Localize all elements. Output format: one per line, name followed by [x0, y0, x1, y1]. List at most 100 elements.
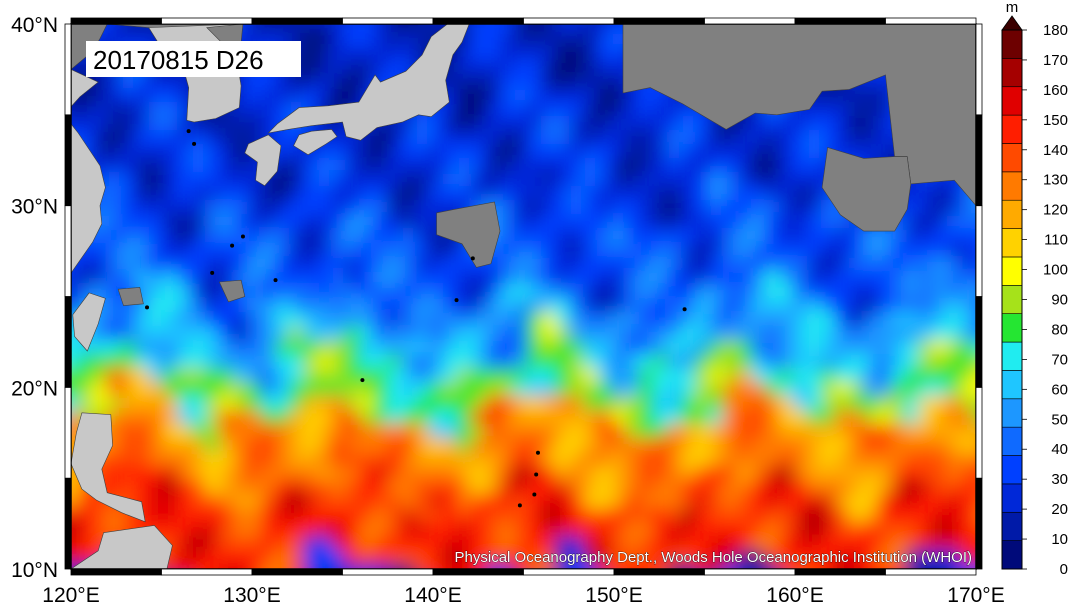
land-japan-honshu: [267, 24, 470, 141]
land-north-pacific-lobe: [821, 147, 912, 232]
x-tick-label: 140°E: [404, 584, 461, 606]
land-ogasawara-feature: [436, 201, 501, 268]
colorbar-swatch: [1001, 426, 1023, 456]
frame-tick-left: [64, 23, 72, 116]
island-dot: [145, 305, 150, 310]
colorbar-label: 180: [1043, 22, 1068, 39]
frame-tick-bottom: [251, 568, 343, 576]
colorbar-swatch: [1001, 256, 1023, 286]
y-tick-label: 20°N: [11, 377, 58, 400]
colorbar-label: 90: [1051, 292, 1068, 309]
frame-tick-bottom: [885, 568, 977, 576]
colorbar-label: 50: [1051, 411, 1068, 428]
colorbar-unit: m: [1006, 0, 1019, 16]
island-dot: [532, 492, 537, 497]
land-east-china-sea-patch: [117, 287, 144, 306]
island-dot: [470, 256, 475, 261]
frame-tick-top: [704, 17, 796, 25]
colorbar-label: 30: [1051, 471, 1068, 488]
colorbar-label: 170: [1043, 52, 1068, 69]
colorbar-label: 0: [1060, 561, 1068, 578]
frame-tick-right: [975, 296, 983, 388]
colorbar-swatch: [1001, 114, 1023, 144]
colorbar-swatch: [1001, 171, 1023, 201]
colorbar-label: 100: [1043, 262, 1068, 279]
credit-text: Physical Oceanography Dept., Woods Hole …: [455, 549, 972, 566]
frame-tick-top: [342, 17, 434, 25]
frame-tick-right: [975, 386, 983, 479]
frame-tick-left: [64, 386, 72, 479]
frame-tick-top: [251, 17, 343, 25]
colorbar-swatch: [1001, 86, 1023, 116]
island-dot: [682, 307, 687, 312]
y-tick-label: 30°N: [11, 196, 58, 219]
colorbar-swatch: [1001, 341, 1023, 371]
frame-tick-left: [64, 296, 72, 388]
frame-tick-top: [432, 17, 524, 25]
colorbar-swatch: [1001, 143, 1023, 173]
frame-tick-top: [523, 17, 615, 25]
island-dot: [273, 278, 278, 283]
colorbar-label: 130: [1043, 172, 1068, 189]
frame-tick-bottom: [161, 568, 253, 576]
colorbar-label: 10: [1051, 531, 1068, 548]
island-dot: [230, 243, 235, 248]
frame-tick-right: [975, 205, 983, 297]
frame-tick-bottom: [342, 568, 434, 576]
frame-tick-top: [161, 17, 253, 25]
colorbar-swatch: [1001, 58, 1023, 88]
date-stamp-box: [86, 41, 301, 77]
colorbar-label: 160: [1043, 82, 1068, 99]
frame-ticks: [64, 17, 983, 576]
colorbar-swatch: [1001, 313, 1023, 343]
frame-tick-left: [64, 477, 72, 570]
land-north-pacific-box: [622, 24, 976, 207]
land-island-west: [218, 279, 246, 303]
colorbar-label: 110: [1044, 232, 1068, 249]
colorbar-label: 80: [1051, 321, 1068, 338]
frame-tick-top: [885, 17, 977, 25]
x-tick-label: 160°E: [766, 584, 823, 606]
land-visayas-mindanao: [71, 525, 173, 569]
colorbar-label: 60: [1051, 381, 1068, 398]
colorbar-swatch: [1001, 370, 1023, 400]
colorbar-swatch: [1001, 540, 1023, 570]
land-japan-shikoku: [293, 129, 338, 156]
y-tick-label: 40°N: [11, 14, 58, 37]
land-luzon: [71, 412, 146, 523]
colorbar-swatch: [1001, 199, 1023, 229]
land-china-east-coast: [71, 69, 106, 306]
island-dot: [454, 298, 459, 303]
colorbar: 0 10 20 30 40 50 60 70 80 90 100 110 120 130 140 150 160…: [1001, 15, 1068, 578]
frame-tick-right: [975, 114, 983, 207]
frame-tick-left: [64, 205, 72, 297]
frame-tick-right: [975, 23, 983, 116]
frame-tick-bottom: [523, 568, 615, 576]
frame-tick-bottom: [704, 568, 796, 576]
colorbar-label: 40: [1051, 441, 1068, 458]
colorbar-over-arrow: [1001, 15, 1023, 31]
colorbar-label: 20: [1051, 501, 1068, 518]
land-taiwan: [72, 292, 106, 352]
colorbar-label: 120: [1043, 202, 1068, 219]
colorbar-label: 70: [1051, 351, 1068, 368]
colorbar-swatch: [1001, 285, 1023, 314]
frame-tick-bottom: [613, 568, 705, 576]
colorbar-swatch: [1001, 29, 1023, 59]
island-dot: [535, 450, 540, 455]
colorbar-label: 150: [1043, 112, 1068, 129]
x-tick-label: 130°E: [223, 584, 280, 606]
frame-tick-right: [975, 477, 983, 570]
island-dot: [360, 378, 365, 383]
colorbar-swatch: [1001, 455, 1023, 485]
x-tick-label: 170°E: [947, 584, 1004, 606]
frame-tick-top: [794, 17, 886, 25]
date-stamp: 20170815 D26: [93, 45, 264, 75]
frame-tick-top: [70, 17, 162, 25]
island-dot: [210, 270, 215, 275]
frame-tick-left: [64, 114, 72, 207]
x-tick-label: 120°E: [42, 584, 99, 606]
island-dot: [192, 141, 197, 146]
island-dot: [186, 129, 191, 134]
